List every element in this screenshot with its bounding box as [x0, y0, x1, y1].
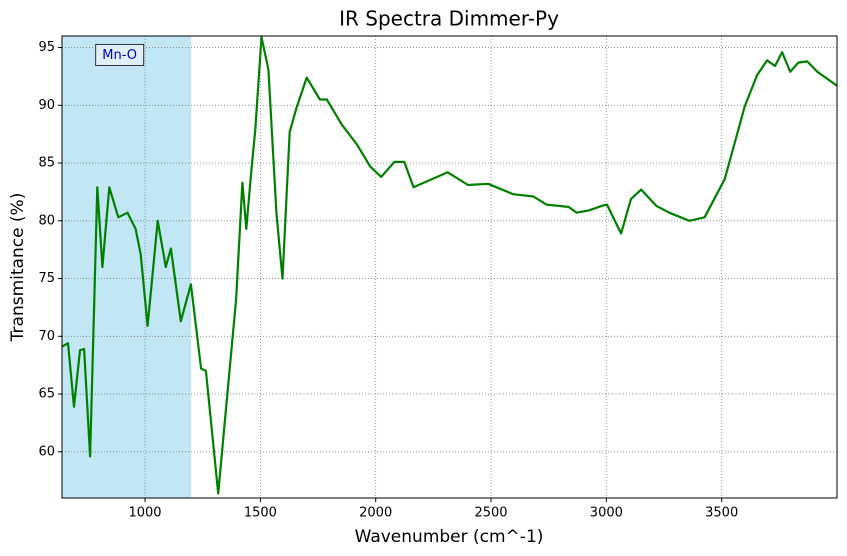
- y-axis-label: Transmitance (%): [8, 193, 28, 343]
- x-tick-label: 1000: [128, 506, 161, 521]
- annotation-box: [95, 43, 145, 66]
- x-tick-label: 1500: [244, 506, 277, 521]
- annotation: Mn-O: [102, 48, 137, 63]
- x-tick-label: 2500: [474, 506, 507, 521]
- x-tick-label: 2000: [359, 506, 392, 521]
- shaded-region: [62, 36, 192, 498]
- y-tick-label: 60: [38, 444, 55, 459]
- y-tick-label: 90: [38, 98, 55, 113]
- x-tick-label: 3500: [705, 506, 738, 521]
- spectrum-line: [62, 36, 837, 495]
- y-tick-label: 85: [38, 156, 55, 171]
- y-tick-label: 80: [38, 213, 55, 228]
- y-tick-label: 65: [38, 387, 55, 402]
- chart-title: IR Spectra Dimmer-Py: [339, 7, 559, 31]
- y-tick-label: 95: [38, 40, 55, 55]
- x-axis-label: Wavenumber (cm^-1): [355, 527, 544, 547]
- y-tick-label: 70: [38, 329, 55, 344]
- y-tick-label: 75: [38, 271, 55, 286]
- plot-frame: [61, 35, 838, 499]
- x-tick-label: 3000: [590, 506, 623, 521]
